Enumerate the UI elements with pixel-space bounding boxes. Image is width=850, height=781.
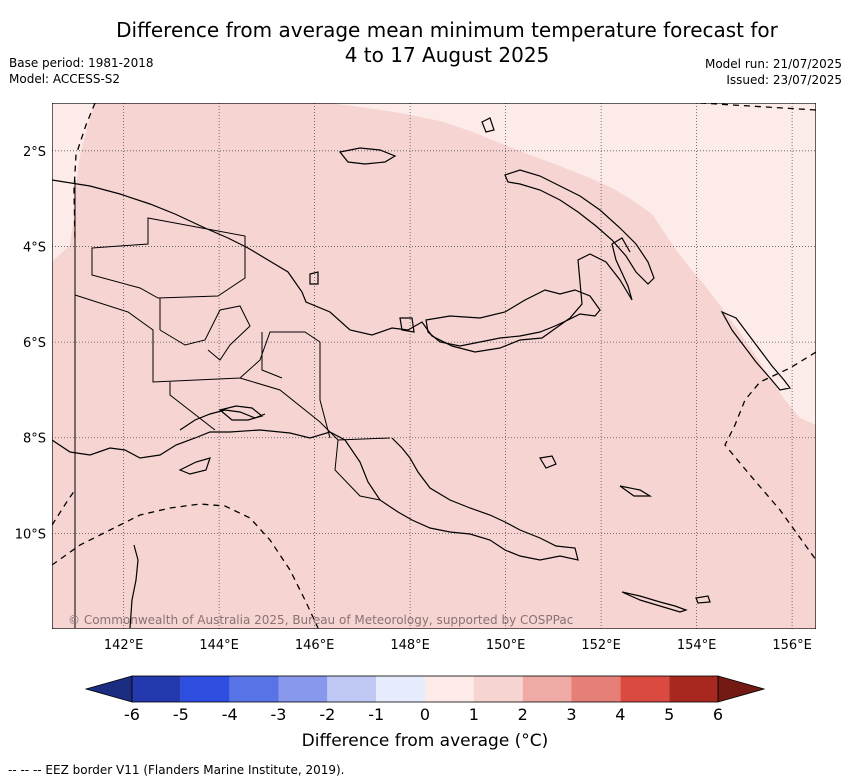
colorbar-swatch [327,676,377,702]
eez-north-east [699,103,816,111]
eez-east [724,351,816,561]
province-border-9 [261,332,283,379]
province-border-7 [334,439,381,501]
lake-murray [218,405,264,421]
issued-label: Issued: 23/07/2025 [726,73,842,87]
colorbar-under-arrow [84,675,133,703]
colorbar-swatch [473,676,523,702]
province-border-6 [319,342,331,439]
latitude-tick-label: 6°S [23,336,46,351]
manus-island [338,147,397,165]
colorbar-swatch [425,676,474,702]
colorbar-swatch [620,676,670,702]
longitude-tick-label: 142°E [104,638,144,653]
dentrecasteaux-islands [539,455,557,469]
province-border-3 [159,305,251,361]
colorbar-swatch [180,676,230,702]
map-panel [52,103,816,629]
colorbar-swatch [522,676,572,702]
colorbar-swatch [669,676,718,702]
title-line-1: Difference from average mean minimum tem… [116,18,778,42]
map-title: Difference from average mean minimum tem… [0,18,850,68]
small-island-1 [695,595,711,604]
fly-river-delta [178,457,211,475]
latitude-tick-label: 2°S [23,145,46,160]
longitude-tick-label: 156°E [772,638,812,653]
trobriand-islands [619,485,653,497]
louisiade-islands [621,591,688,613]
colorbar-tick-label: 2 [518,705,528,724]
eez-footnote: -- -- -- EEZ border V11 (Flanders Marine… [8,763,345,777]
eez-south-west [52,489,76,526]
title-line-2: 4 to 17 August 2025 [344,43,550,67]
coastlines [52,117,792,629]
longitude-tick-label: 144°E [199,638,239,653]
bougainville-island [720,310,792,391]
new-guinea-south-coast [52,429,579,561]
latitude-tick-label: 4°S [23,240,46,255]
colorbar-tick-label: -4 [222,705,238,724]
new-guinea-north-coast [52,179,633,353]
light-anomaly-region-northeast [330,103,816,425]
graticule [52,103,816,629]
model-label: Model: ACCESS-S2 [9,72,121,86]
small-island-2 [481,117,495,133]
colorbar-tick-label: 1 [469,705,479,724]
colorbar-tick-label: 5 [664,705,674,724]
colorbar-over-arrow [717,675,766,703]
new-ireland-island [504,169,655,285]
model-run-label: Model run: 21/07/2025 [704,57,842,71]
province-border-1 [91,217,246,299]
cape-york-coast [129,544,139,629]
small-island-3 [309,271,319,285]
colorbar-swatch [571,676,621,702]
eez-south [52,503,319,629]
colorbar-tick-label: -1 [368,705,384,724]
colorbar-tick-label: -3 [271,705,287,724]
provincial-borders [74,180,391,628]
light-anomaly-region-west [52,103,95,262]
latitude-tick-label: 8°S [23,432,46,447]
colorbar-swatch [376,676,425,702]
colorbar-title: Difference from average (°C) [301,731,549,751]
colorbar: -6 -5 -4 -3 -2 -1 0 1 2 3 4 5 6 [84,675,766,724]
copyright-notice: © Commonwealth of Australia 2025, Bureau… [68,613,574,627]
new-britain-island [425,289,601,347]
colorbar-swatch [278,676,328,702]
colorbar-swatch [132,676,181,702]
eez-borders [52,103,816,629]
colorbar-tick-label: -6 [124,705,140,724]
small-island-4 [399,317,415,333]
meta-left: Base period: 1981-2018 Model: ACCESS-S2 [9,55,154,87]
colorbar-tick-label: -5 [173,705,189,724]
colorbar-tick-label: -2 [319,705,335,724]
latitude-tick-label: 10°S [15,527,46,542]
longitude-tick-label: 146°E [295,638,335,653]
longitude-tick-label: 150°E [486,638,526,653]
colorbar-tick-label: 6 [713,705,723,724]
meta-right: Model run: 21/07/2025 Issued: 23/07/2025 [705,56,842,88]
province-border-5 [239,377,391,441]
colorbar-tick-label: 0 [420,705,430,724]
colorbar-tick-label: 3 [566,705,576,724]
latitude-axis: 2°S 4°S 6°S 8°S 10°S [15,145,46,543]
eez-north-west [73,103,96,241]
colorbar-swatch [229,676,279,702]
base-period-label: Base period: 1981-2018 [9,56,154,70]
longitude-tick-label: 154°E [677,638,717,653]
longitude-tick-label: 152°E [581,638,621,653]
province-border-4 [169,382,216,431]
longitude-axis: 142°E 144°E 146°E 148°E 150°E 152°E 154°E 156°E [104,638,812,653]
colorbar-tick-label: 4 [615,705,625,724]
longitude-tick-label: 148°E [390,638,430,653]
